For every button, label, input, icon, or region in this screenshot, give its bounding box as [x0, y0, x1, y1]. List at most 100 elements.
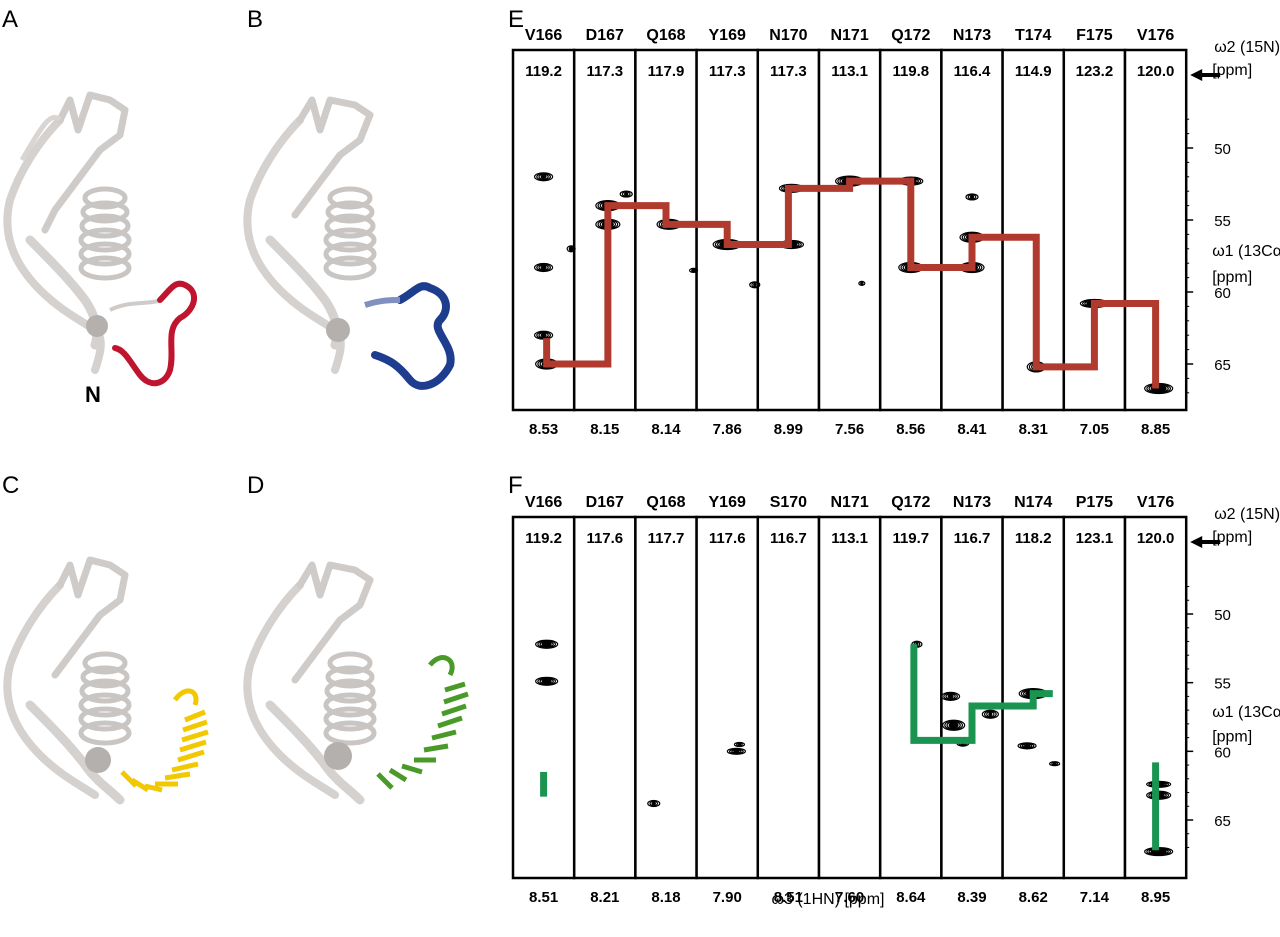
panel-f-peak — [1018, 743, 1036, 749]
panel-f-residue-label: P175 — [1076, 494, 1113, 511]
panel-f-strip-D167 — [574, 517, 635, 878]
panel-f-strip-P175 — [1064, 517, 1125, 878]
panel-e-n15-shift: 119.2 — [525, 63, 562, 80]
panel-e-residue-label: N171 — [830, 27, 868, 44]
panel-e-n15-shift: 117.9 — [648, 63, 685, 80]
panel-f-residue-label: N173 — [953, 494, 991, 511]
panel-e-h1-shift: 8.31 — [1019, 421, 1048, 438]
panel-e-n15-shift: 113.1 — [831, 63, 868, 80]
panel-e-strip-N171 — [819, 50, 880, 410]
panel-f-peak — [982, 710, 998, 718]
panel-f-residue-label: Q172 — [891, 494, 930, 511]
panel-e-n15-shift: 114.9 — [1015, 63, 1052, 80]
panel-f-ytick-label: 55 — [1214, 676, 1231, 693]
panel-f-ytick-label: 50 — [1214, 607, 1231, 624]
panel-e-h1-shift: 8.99 — [774, 421, 803, 438]
panel-f-n15-shift: 119.7 — [892, 530, 929, 547]
panel-e-n15-shift: 117.3 — [586, 63, 623, 80]
panel-f-peak — [727, 748, 745, 754]
panel-f-n15-shift: 117.7 — [648, 530, 685, 547]
panel-e-w2-label: ω2 (15N) — [1214, 39, 1280, 56]
panel-e-peak — [966, 194, 978, 200]
panel-e-peak — [620, 191, 632, 197]
panel-f-strip-Y169 — [697, 517, 758, 878]
panel-f-h1-shift: 8.64 — [896, 889, 926, 906]
panel-e-n15-shift: 116.4 — [954, 63, 991, 80]
panel-f-w3-label: ω3 (1HN) [ppm] — [772, 891, 885, 908]
panel-f-residue-label: D167 — [586, 494, 624, 511]
panel-f-residue-label: N174 — [1014, 494, 1052, 511]
panel-e-n15-shift: 123.2 — [1076, 63, 1114, 80]
panel-f-n15-shift: 117.6 — [586, 530, 623, 547]
panel-f-residue-label: V176 — [1137, 494, 1174, 511]
panel-f-h1-shift: 8.21 — [590, 889, 619, 906]
panel-f-residue-label: Y169 — [709, 494, 746, 511]
panel-e-h1-shift: 8.56 — [896, 421, 925, 438]
panel-e-n15-shift: 117.3 — [709, 63, 746, 80]
panel-f-n15-shift: 118.2 — [1015, 530, 1052, 547]
panel-e-h1-shift: 8.14 — [651, 421, 681, 438]
panel-e-h1-shift: 8.53 — [529, 421, 558, 438]
panel-f-n15-shift: 113.1 — [831, 530, 868, 547]
panel-f-peak — [648, 801, 660, 807]
panel-e-w1-ppm: [ppm] — [1212, 269, 1252, 286]
panel-e-ytick-label: 50 — [1214, 141, 1231, 158]
panel-f-n15-shift: 116.7 — [770, 530, 807, 547]
panel-e-ytick-label: 60 — [1214, 285, 1231, 302]
panel-e-peak — [535, 173, 553, 181]
panel-f-ytick-label: 60 — [1214, 744, 1231, 761]
panel-f-strip-V166 — [513, 517, 574, 878]
panel-e-residue-label: T174 — [1015, 27, 1052, 44]
panel-f-ytick-label: 65 — [1214, 813, 1231, 830]
panel-f-n15-shift: 123.1 — [1076, 530, 1114, 547]
panel-f-residue-label: V166 — [525, 494, 562, 511]
panel-f-h1-shift: 8.95 — [1141, 889, 1170, 906]
panel-e-ytick-label: 65 — [1214, 357, 1231, 374]
panel-e-strip-Q168 — [635, 50, 696, 410]
panel-f-residue-label: Q168 — [646, 494, 685, 511]
panel-f-h1-shift: 8.39 — [957, 889, 986, 906]
panel-e-peak — [535, 264, 553, 272]
panel-e-residue-label: V166 — [525, 27, 562, 44]
panel-e-residue-label: N173 — [953, 27, 991, 44]
panel-f-n15-shift: 117.6 — [709, 530, 746, 547]
panel-e-peak — [535, 331, 553, 339]
panel-e-h1-shift: 8.85 — [1141, 421, 1170, 438]
panel-f-w1-ppm: [ppm] — [1212, 729, 1252, 746]
panel-e-residue-label: F175 — [1076, 27, 1113, 44]
panel-e-h1-shift: 7.86 — [713, 421, 742, 438]
panel-e-residue-label: Y169 — [709, 27, 746, 44]
panel-f-strip-N171 — [819, 517, 880, 878]
panel-e-ytick-label: 55 — [1214, 213, 1231, 230]
panel-f-n15-shift: 120.0 — [1137, 530, 1175, 547]
panel-f-h1-shift: 8.62 — [1019, 889, 1048, 906]
panel-e-n15-shift: 117.3 — [770, 63, 807, 80]
panel-f-n15-shift: 116.7 — [954, 530, 991, 547]
panel-f-peak — [942, 692, 960, 700]
panel-e-residue-label: Q168 — [646, 27, 685, 44]
panel-f-residue-label: S170 — [770, 494, 807, 511]
panel-e-n15-shift: 119.8 — [892, 63, 929, 80]
panel-f-h1-shift: 8.51 — [529, 889, 558, 906]
panel-e-residue-label: N170 — [769, 27, 807, 44]
panel-f-h1-shift: 7.90 — [713, 889, 742, 906]
panel-e-residue-label: V176 — [1137, 27, 1174, 44]
panel-e-residue-label: Q172 — [891, 27, 930, 44]
panel-f-n15-shift: 119.2 — [525, 530, 562, 547]
panel-e-residue-label: D167 — [586, 27, 624, 44]
panel-e-n15-shift: 120.0 — [1137, 63, 1175, 80]
panel-f-w1-label: ω1 (13Cα) — [1212, 704, 1280, 721]
panel-e-w1-label: ω1 (13Cα) — [1212, 243, 1280, 260]
panel-f-residue-label: N171 — [830, 494, 868, 511]
panel-f-h1-shift: 8.18 — [651, 889, 680, 906]
panel-f-h1-shift: 7.14 — [1080, 889, 1110, 906]
panel-f-strip-S170 — [758, 517, 819, 878]
panel-f-w2-label: ω2 (15N) — [1214, 506, 1280, 523]
panel-e-h1-shift: 8.15 — [590, 421, 619, 438]
panel-e-strip-N173 — [941, 50, 1002, 410]
panel-f-strip-Q168 — [635, 517, 696, 878]
panel-e-h1-shift: 7.05 — [1080, 421, 1109, 438]
panel-e-h1-shift: 8.41 — [957, 421, 986, 438]
panel-e-h1-shift: 7.56 — [835, 421, 864, 438]
